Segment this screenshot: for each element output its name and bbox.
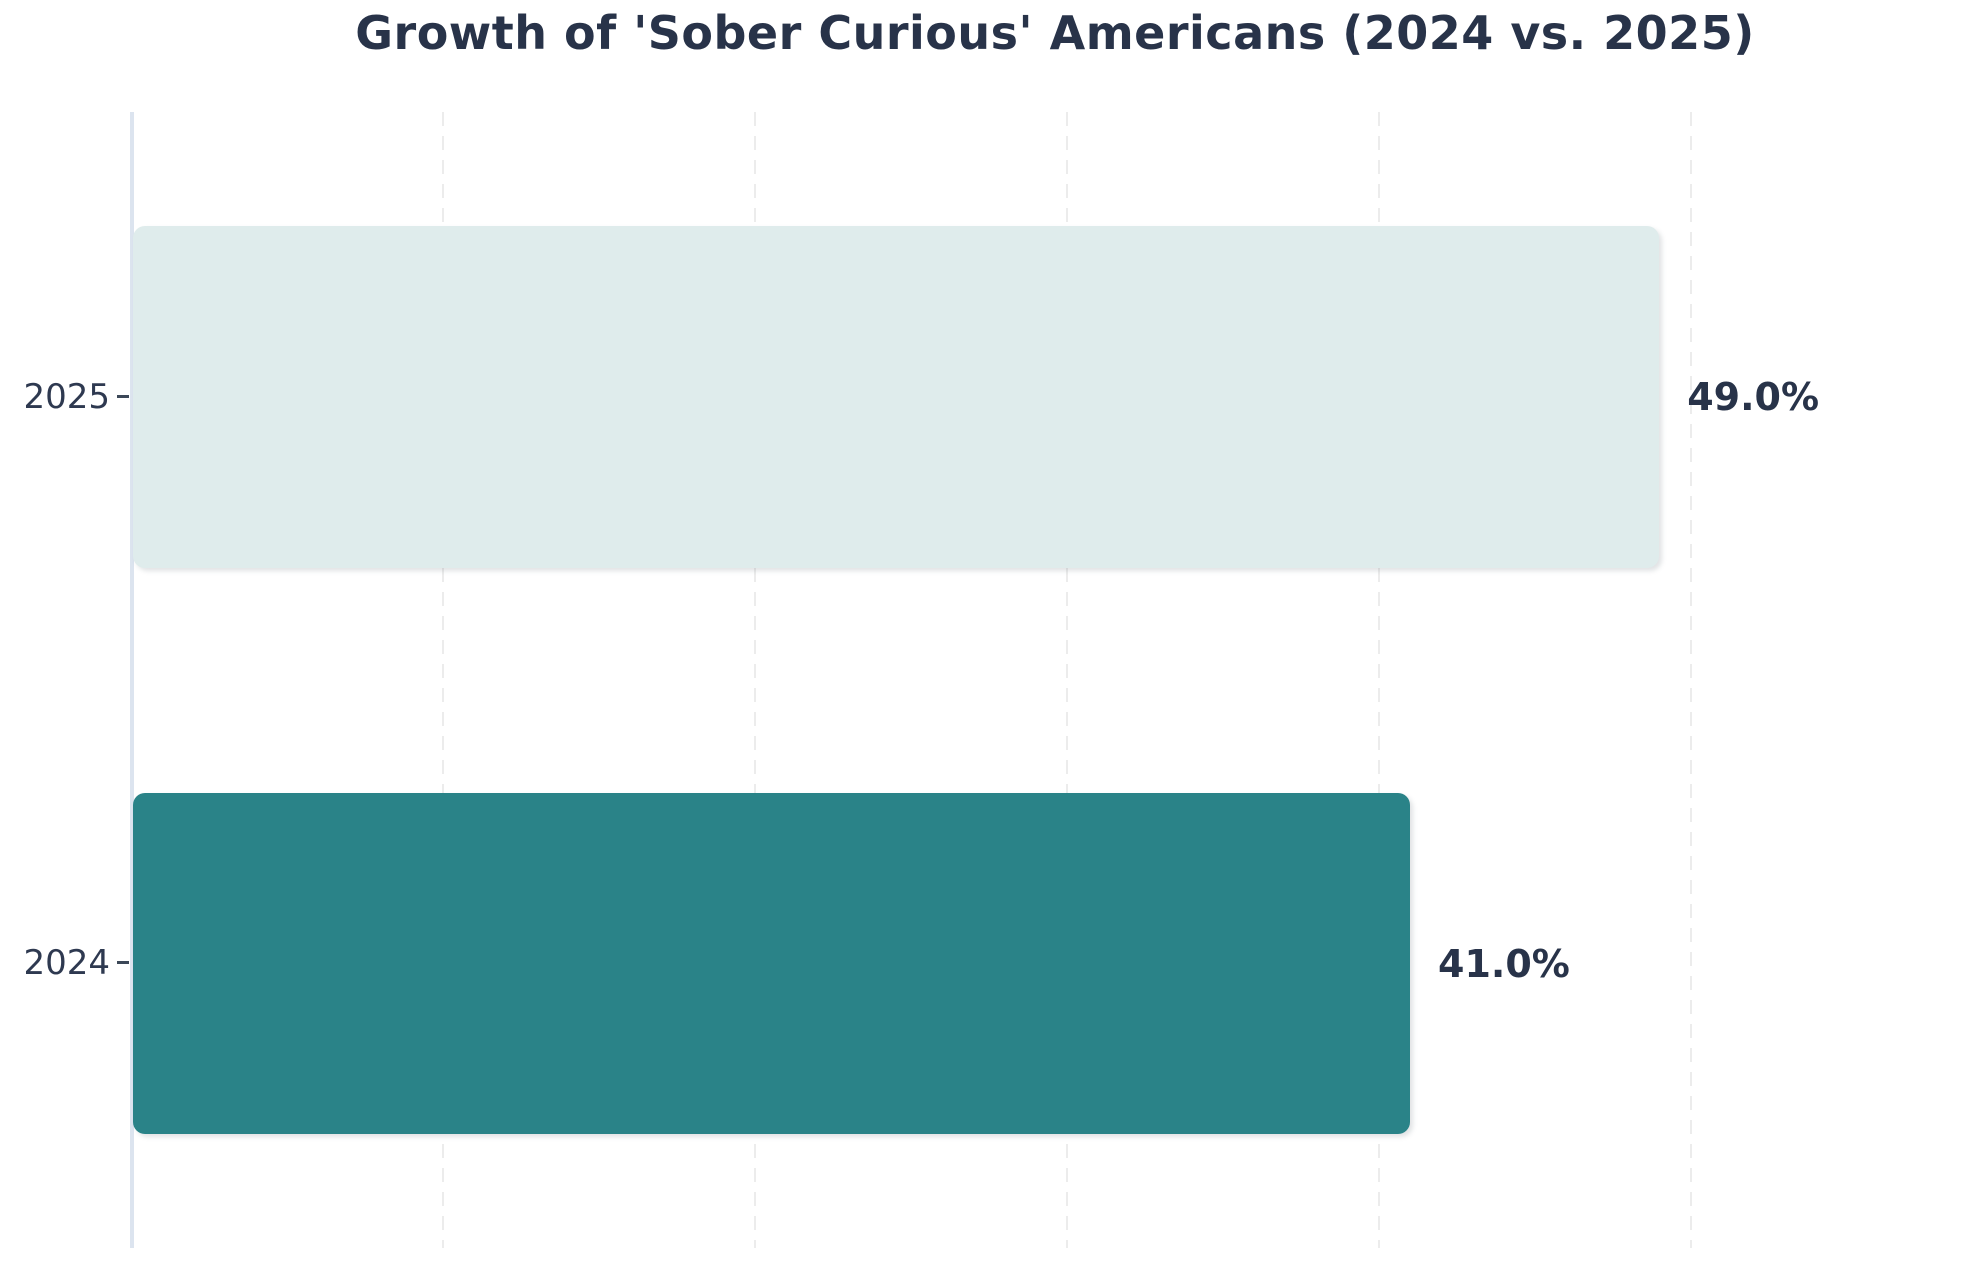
gridline	[441, 112, 444, 1248]
gridline	[1689, 112, 1692, 1248]
value-label-2025: 49.0%	[1687, 375, 1820, 419]
bar-2024	[133, 793, 1410, 1134]
gridlines	[130, 112, 1980, 1248]
y-tick-mark-2024	[117, 961, 129, 964]
y-tick-label-2025: 2025	[23, 377, 110, 417]
chart-title: Growth of 'Sober Curious' Americans (202…	[355, 6, 1755, 60]
bar-row-2024: 41.0%	[133, 793, 1980, 1134]
bar-row-2025: 49.0%	[133, 226, 1980, 568]
y-tick-mark-2025	[117, 395, 129, 398]
bar-2025	[133, 226, 1660, 568]
gridline	[1377, 112, 1380, 1248]
gridline	[753, 112, 756, 1248]
y-tick-label-2024: 2024	[23, 943, 110, 983]
value-label-2024: 41.0%	[1438, 941, 1570, 986]
y-axis-line	[130, 112, 134, 1248]
gridline	[1065, 112, 1068, 1248]
plot-area: 49.0% 41.0%	[130, 112, 1980, 1248]
